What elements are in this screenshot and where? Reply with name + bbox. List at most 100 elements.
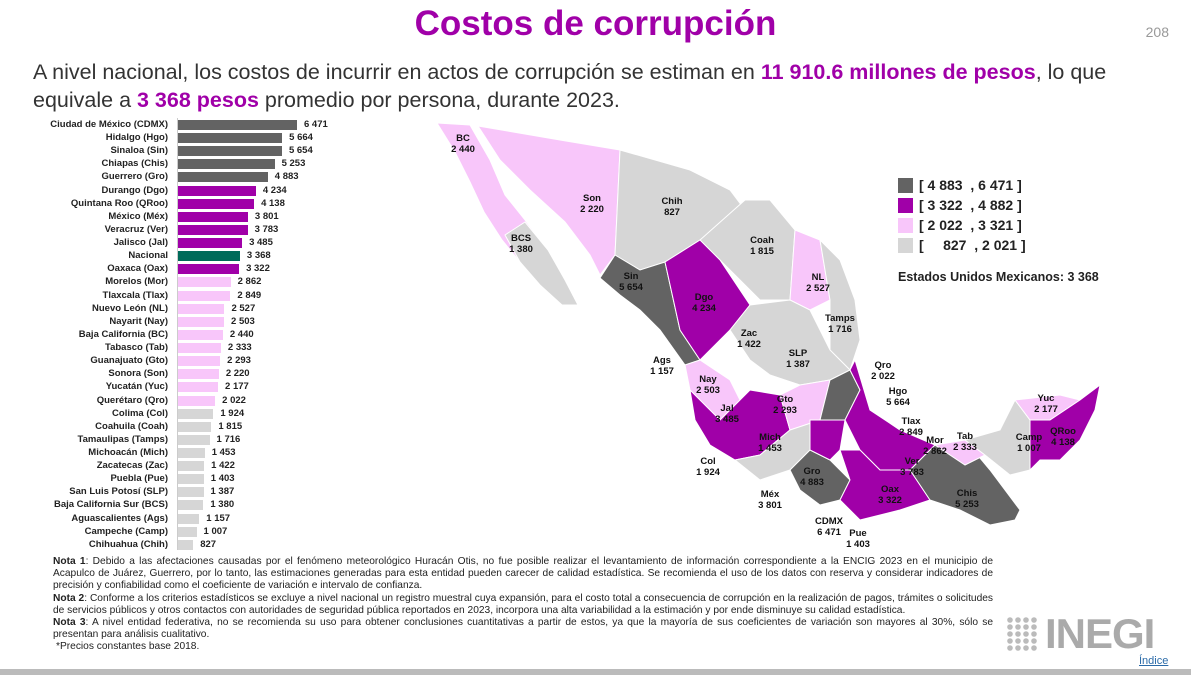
map-state-label: Tlax <box>901 416 921 427</box>
map-state-label: Gro <box>804 466 821 477</box>
map-state-label: SLP <box>789 348 808 359</box>
map-state-label: Méx <box>761 489 780 500</box>
per-person-cost: 3 368 pesos <box>137 88 259 112</box>
bar-label: Tlaxcala (Tlax) <box>102 289 168 301</box>
bar-label: Chiapas (Chis) <box>101 158 168 170</box>
bar <box>178 526 197 537</box>
bar-row: Colima (Col) 1 924 <box>0 407 360 420</box>
legend-swatch <box>898 197 913 213</box>
map-state-label: BCS <box>511 233 531 244</box>
map-state-label: Sin <box>624 271 639 282</box>
bar-label: Zacatecas (Zac) <box>96 460 168 472</box>
map-state-label: Gto <box>777 394 794 405</box>
state-qroo <box>1029 383 1101 472</box>
bar-label: Veracruz (Ver) <box>104 223 168 235</box>
map-state-label: Hgo <box>889 386 908 397</box>
bar-label: Colima (Col) <box>112 407 168 419</box>
bar-label: Michoacán (Mich) <box>88 447 168 458</box>
bar-row: Veracruz (Ver) 3 783 <box>0 223 360 236</box>
bar-label: Chihuahua (Chih) <box>88 538 168 550</box>
bar-value-label: 1 815 <box>218 420 243 432</box>
index-link[interactable]: Índice <box>1139 655 1169 667</box>
map-state-value: 5 664 <box>886 397 910 408</box>
bar <box>178 238 243 249</box>
bar-value-label: 4 883 <box>274 171 299 183</box>
bar-label: Morelos (Mor) <box>105 276 168 288</box>
map-state-value: 2 293 <box>773 405 797 416</box>
bar-label: México (Méx) <box>108 210 168 222</box>
bar-label: Jalisco (Jal) <box>113 237 168 249</box>
legend-item: [ 827 , 2 021 ] <box>898 235 1026 255</box>
bar-value-label: 2 177 <box>225 381 249 393</box>
map-state-value: 3 783 <box>900 467 924 478</box>
bar <box>178 474 204 485</box>
bar-row: Quintana Roo (QRoo) 4 138 <box>0 197 360 210</box>
map-state-label: Mich <box>759 432 781 443</box>
note-label: Nota 3 <box>53 617 86 629</box>
bar-row: Zacatecas (Zac) 1 422 <box>0 459 360 472</box>
bar-value-label: 2 503 <box>231 315 255 327</box>
bar-value-label: 3 485 <box>249 237 273 249</box>
bar <box>178 369 219 380</box>
note-1: Nota 1: Debido a las afectaciones causad… <box>53 556 993 593</box>
state-chis <box>909 439 1021 526</box>
bar-label: Coahuila (Coah) <box>95 420 168 432</box>
bar <box>178 539 194 550</box>
legend-swatch <box>898 217 913 233</box>
map-state-value: 1 007 <box>1017 443 1041 454</box>
bar-row: Querétaro (Qro) 2 022 <box>0 394 360 407</box>
bar <box>178 395 216 406</box>
bar-value-label: 827 <box>200 538 217 550</box>
map-state-value: 1 815 <box>750 246 774 257</box>
bar-value-label: 2 220 <box>225 368 250 380</box>
state-nl <box>789 229 831 311</box>
map-state-value: 4 138 <box>1051 437 1075 448</box>
map-state-label: Nay <box>699 374 717 385</box>
bar <box>178 198 255 209</box>
map-state-value: 2 527 <box>806 283 830 294</box>
bar <box>178 513 200 524</box>
bar-value-label: 2 849 <box>237 289 262 301</box>
map-state-label: Tab <box>957 431 973 442</box>
map-state-label: Qro <box>875 360 892 371</box>
bar <box>178 356 221 367</box>
bar <box>178 408 214 419</box>
map-state-label: QRoo <box>1050 426 1076 437</box>
map-state-value: 2 220 <box>580 204 604 215</box>
bar <box>178 382 219 393</box>
bar-row: Sinaloa (Sin) 5 654 <box>0 144 360 157</box>
legend-label: [ 827 , 2 021 ] <box>919 237 1026 253</box>
note-text: : Debido a las afectaciones causadas por… <box>53 556 993 592</box>
bar-value-label: 3 801 <box>254 210 279 222</box>
bar-label: Guanajuato (Gto) <box>90 355 168 367</box>
map-state-label: Jal <box>720 403 733 414</box>
map-state-value: 2 177 <box>1034 404 1058 415</box>
map-state-label: Camp <box>1016 432 1043 443</box>
legend-swatch <box>898 237 913 253</box>
map-state-value: 2 022 <box>871 371 895 382</box>
bar-row: Aguascalientes (Ags) 1 157 <box>0 512 360 525</box>
bar-label: Querétaro (Qro) <box>96 394 168 406</box>
bar-value-label: 2 862 <box>237 276 262 288</box>
bar-label: Yucatán (Yuc) <box>105 381 168 393</box>
map-state-label: Col <box>700 456 715 467</box>
map-state-label: BC <box>456 133 470 144</box>
bar-row: San Luis Potosí (SLP) 1 387 <box>0 485 360 498</box>
map-state-value: 1 387 <box>786 359 810 370</box>
map-state-value: 2 849 <box>899 427 923 438</box>
inegi-dots-icon <box>1007 617 1037 651</box>
bar-axis <box>177 118 178 550</box>
bar-label: Sonora (Son) <box>108 368 168 380</box>
bar-value-label: 1 007 <box>203 525 228 537</box>
state-son <box>476 125 621 276</box>
bar-value-label: 4 234 <box>262 184 287 196</box>
bar <box>178 251 240 262</box>
note-text: : Conforme a los criterios estadísticos … <box>53 592 993 616</box>
map-state-value: 2 440 <box>451 144 475 155</box>
bar-label: Puebla (Pue) <box>110 473 168 485</box>
map-state-label: Dgo <box>695 292 714 303</box>
bar <box>178 316 225 327</box>
map-state-value: 3 322 <box>878 495 902 506</box>
bar-label: Hidalgo (Hgo) <box>105 132 168 144</box>
